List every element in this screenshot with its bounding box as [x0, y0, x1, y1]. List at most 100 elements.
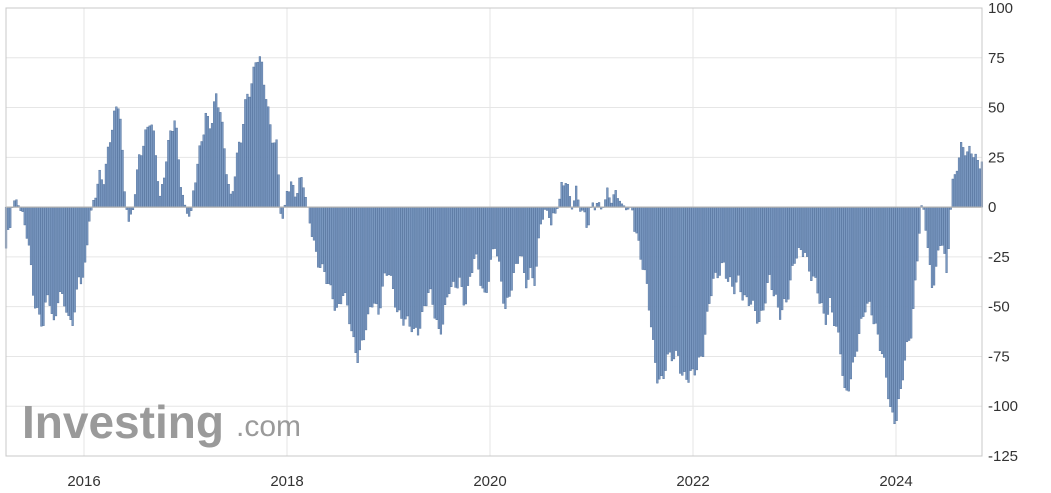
bar [32, 206, 35, 296]
bar [173, 120, 176, 208]
bar [479, 206, 482, 286]
bar [637, 206, 640, 241]
bar [279, 206, 282, 214]
bar [7, 206, 10, 230]
bar [500, 206, 503, 282]
bar [358, 206, 361, 351]
bar [966, 151, 969, 208]
bar [285, 190, 289, 208]
bar [248, 96, 251, 208]
bar [853, 206, 857, 357]
bar [88, 206, 91, 222]
bar [872, 206, 875, 325]
bar [575, 185, 578, 208]
bar [262, 84, 266, 208]
bar [579, 206, 582, 212]
bar [360, 206, 363, 341]
bar [144, 129, 147, 208]
bar [695, 206, 698, 371]
bar [113, 110, 116, 208]
bar [435, 206, 438, 321]
bar [439, 206, 443, 335]
bar [685, 206, 688, 380]
x-tick-label: 2016 [67, 473, 100, 490]
bar [27, 206, 31, 246]
bar [518, 206, 522, 257]
bar [783, 206, 786, 299]
bar [824, 206, 827, 325]
bar [583, 206, 586, 213]
bar [699, 206, 703, 357]
bar [670, 206, 673, 362]
bar [687, 206, 690, 383]
bar [79, 206, 83, 285]
bar [344, 206, 347, 294]
bar [56, 206, 60, 304]
bar [855, 206, 859, 352]
bar [776, 206, 780, 308]
bar [219, 112, 222, 208]
bar [739, 206, 742, 293]
bar [304, 197, 307, 208]
bar [425, 206, 428, 307]
bar [529, 206, 532, 268]
bar [525, 206, 528, 289]
bar [693, 206, 696, 376]
bar [510, 206, 513, 291]
bar [200, 141, 203, 208]
bar [876, 206, 879, 335]
bar [683, 206, 686, 372]
bar [795, 206, 798, 259]
y-tick-label: 75 [988, 50, 1005, 67]
bar [905, 206, 909, 343]
bar [258, 56, 261, 208]
bar [373, 206, 376, 304]
bar [454, 206, 457, 288]
bar [156, 181, 160, 208]
bar [61, 206, 64, 294]
bar [419, 206, 422, 329]
bar [108, 142, 112, 208]
bar [797, 206, 800, 248]
bar [471, 206, 474, 273]
bar [192, 190, 195, 208]
bar [460, 206, 463, 287]
bar [136, 169, 139, 208]
bar [878, 206, 882, 351]
bar [677, 206, 680, 356]
bar [606, 187, 609, 208]
bar [196, 163, 199, 208]
bar [957, 157, 961, 208]
bar [770, 206, 773, 291]
bar [835, 206, 838, 327]
bar [972, 157, 975, 208]
bar [799, 206, 802, 250]
bar [385, 206, 388, 276]
bar [287, 191, 291, 208]
bar [885, 206, 888, 378]
bar [891, 206, 894, 413]
bar [903, 206, 907, 361]
bar [456, 206, 459, 289]
bar [937, 206, 940, 251]
y-tick-label: -25 [988, 249, 1010, 266]
bar [714, 206, 717, 273]
watermark-brand: Investing [22, 396, 224, 448]
bar [535, 206, 538, 267]
bar [150, 124, 153, 208]
bar [423, 206, 426, 306]
x-tick-label: 2018 [270, 473, 303, 490]
bar [907, 206, 911, 341]
bar [175, 127, 178, 208]
bar [381, 206, 384, 287]
bar [100, 179, 103, 208]
y-tick-label: 0 [988, 199, 996, 216]
bar [741, 206, 744, 301]
bar [633, 206, 636, 232]
x-tick-label: 2020 [473, 473, 506, 490]
bar [564, 183, 567, 208]
bar [541, 206, 544, 220]
bar [618, 200, 621, 208]
bar [102, 184, 105, 208]
